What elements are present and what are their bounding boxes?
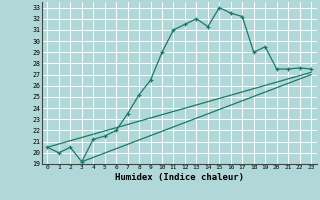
X-axis label: Humidex (Indice chaleur): Humidex (Indice chaleur): [115, 173, 244, 182]
